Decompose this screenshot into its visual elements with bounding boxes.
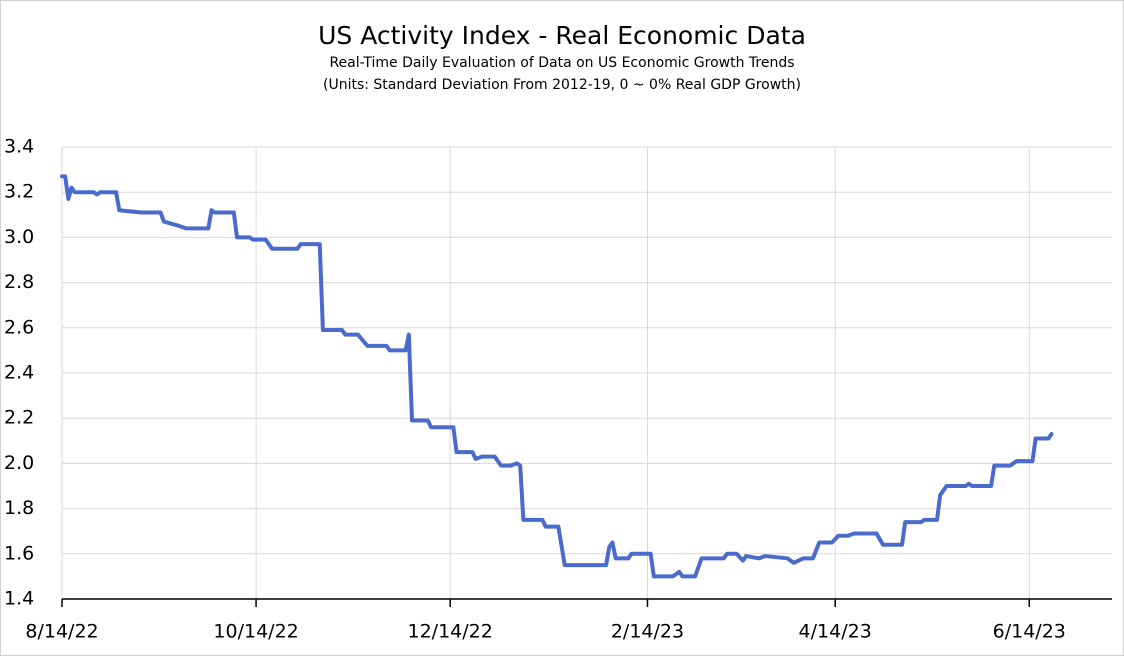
y-tick-label: 1.6 [4, 542, 34, 564]
chart-subtitle: (Units: Standard Deviation From 2012-19,… [323, 77, 801, 93]
y-tick-label: 2.2 [4, 407, 34, 429]
data-line [60, 174, 1054, 579]
y-tick-label: 1.8 [4, 497, 34, 519]
y-tick-label: 3.0 [4, 226, 34, 248]
y-tick-label: 3.4 [4, 136, 34, 158]
x-tick-label: 4/14/23 [799, 621, 872, 643]
chart-subtitle: Real-Time Daily Evaluation of Data on US… [329, 55, 794, 71]
y-tick-label: 2.4 [4, 362, 34, 384]
x-tick-label: 2/14/23 [611, 621, 684, 643]
y-tick-label: 3.2 [4, 181, 34, 203]
x-tick-label: 10/14/22 [213, 621, 298, 643]
chart-title: US Activity Index - Real Economic Data [318, 21, 806, 50]
y-tick-label: 1.4 [4, 588, 34, 610]
x-tick-label: 8/14/22 [25, 621, 98, 643]
y-tick-label: 2.6 [4, 316, 34, 338]
y-tick-label: 2.0 [4, 452, 34, 474]
x-tick-label: 12/14/22 [408, 621, 493, 643]
x-tick-label: 6/14/23 [993, 621, 1066, 643]
y-tick-label: 2.8 [4, 271, 34, 293]
